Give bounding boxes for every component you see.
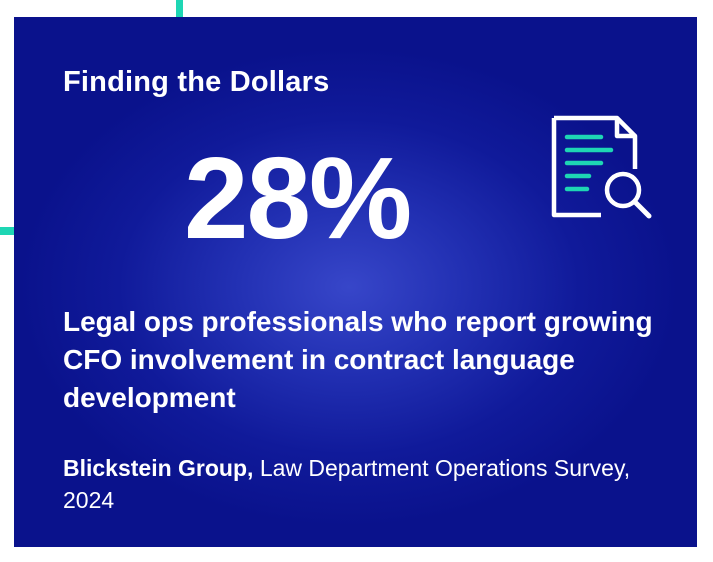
headline: Finding the Dollars bbox=[63, 66, 330, 98]
stat-value: 28% bbox=[184, 133, 412, 263]
source-organization: Blickstein Group, bbox=[63, 455, 254, 481]
stat-card: Finding the Dollars 28% Legal ops profes… bbox=[14, 17, 697, 547]
stat-description: Legal ops professionals who report growi… bbox=[63, 306, 653, 413]
source-title: Law Department Operations Survey, 2024 bbox=[63, 455, 631, 513]
accent-bar-top bbox=[176, 0, 183, 17]
source-citation: Blickstein Group, Law Department Operati… bbox=[63, 452, 673, 516]
document-search-icon bbox=[551, 115, 652, 219]
accent-bar-left bbox=[0, 227, 14, 235]
